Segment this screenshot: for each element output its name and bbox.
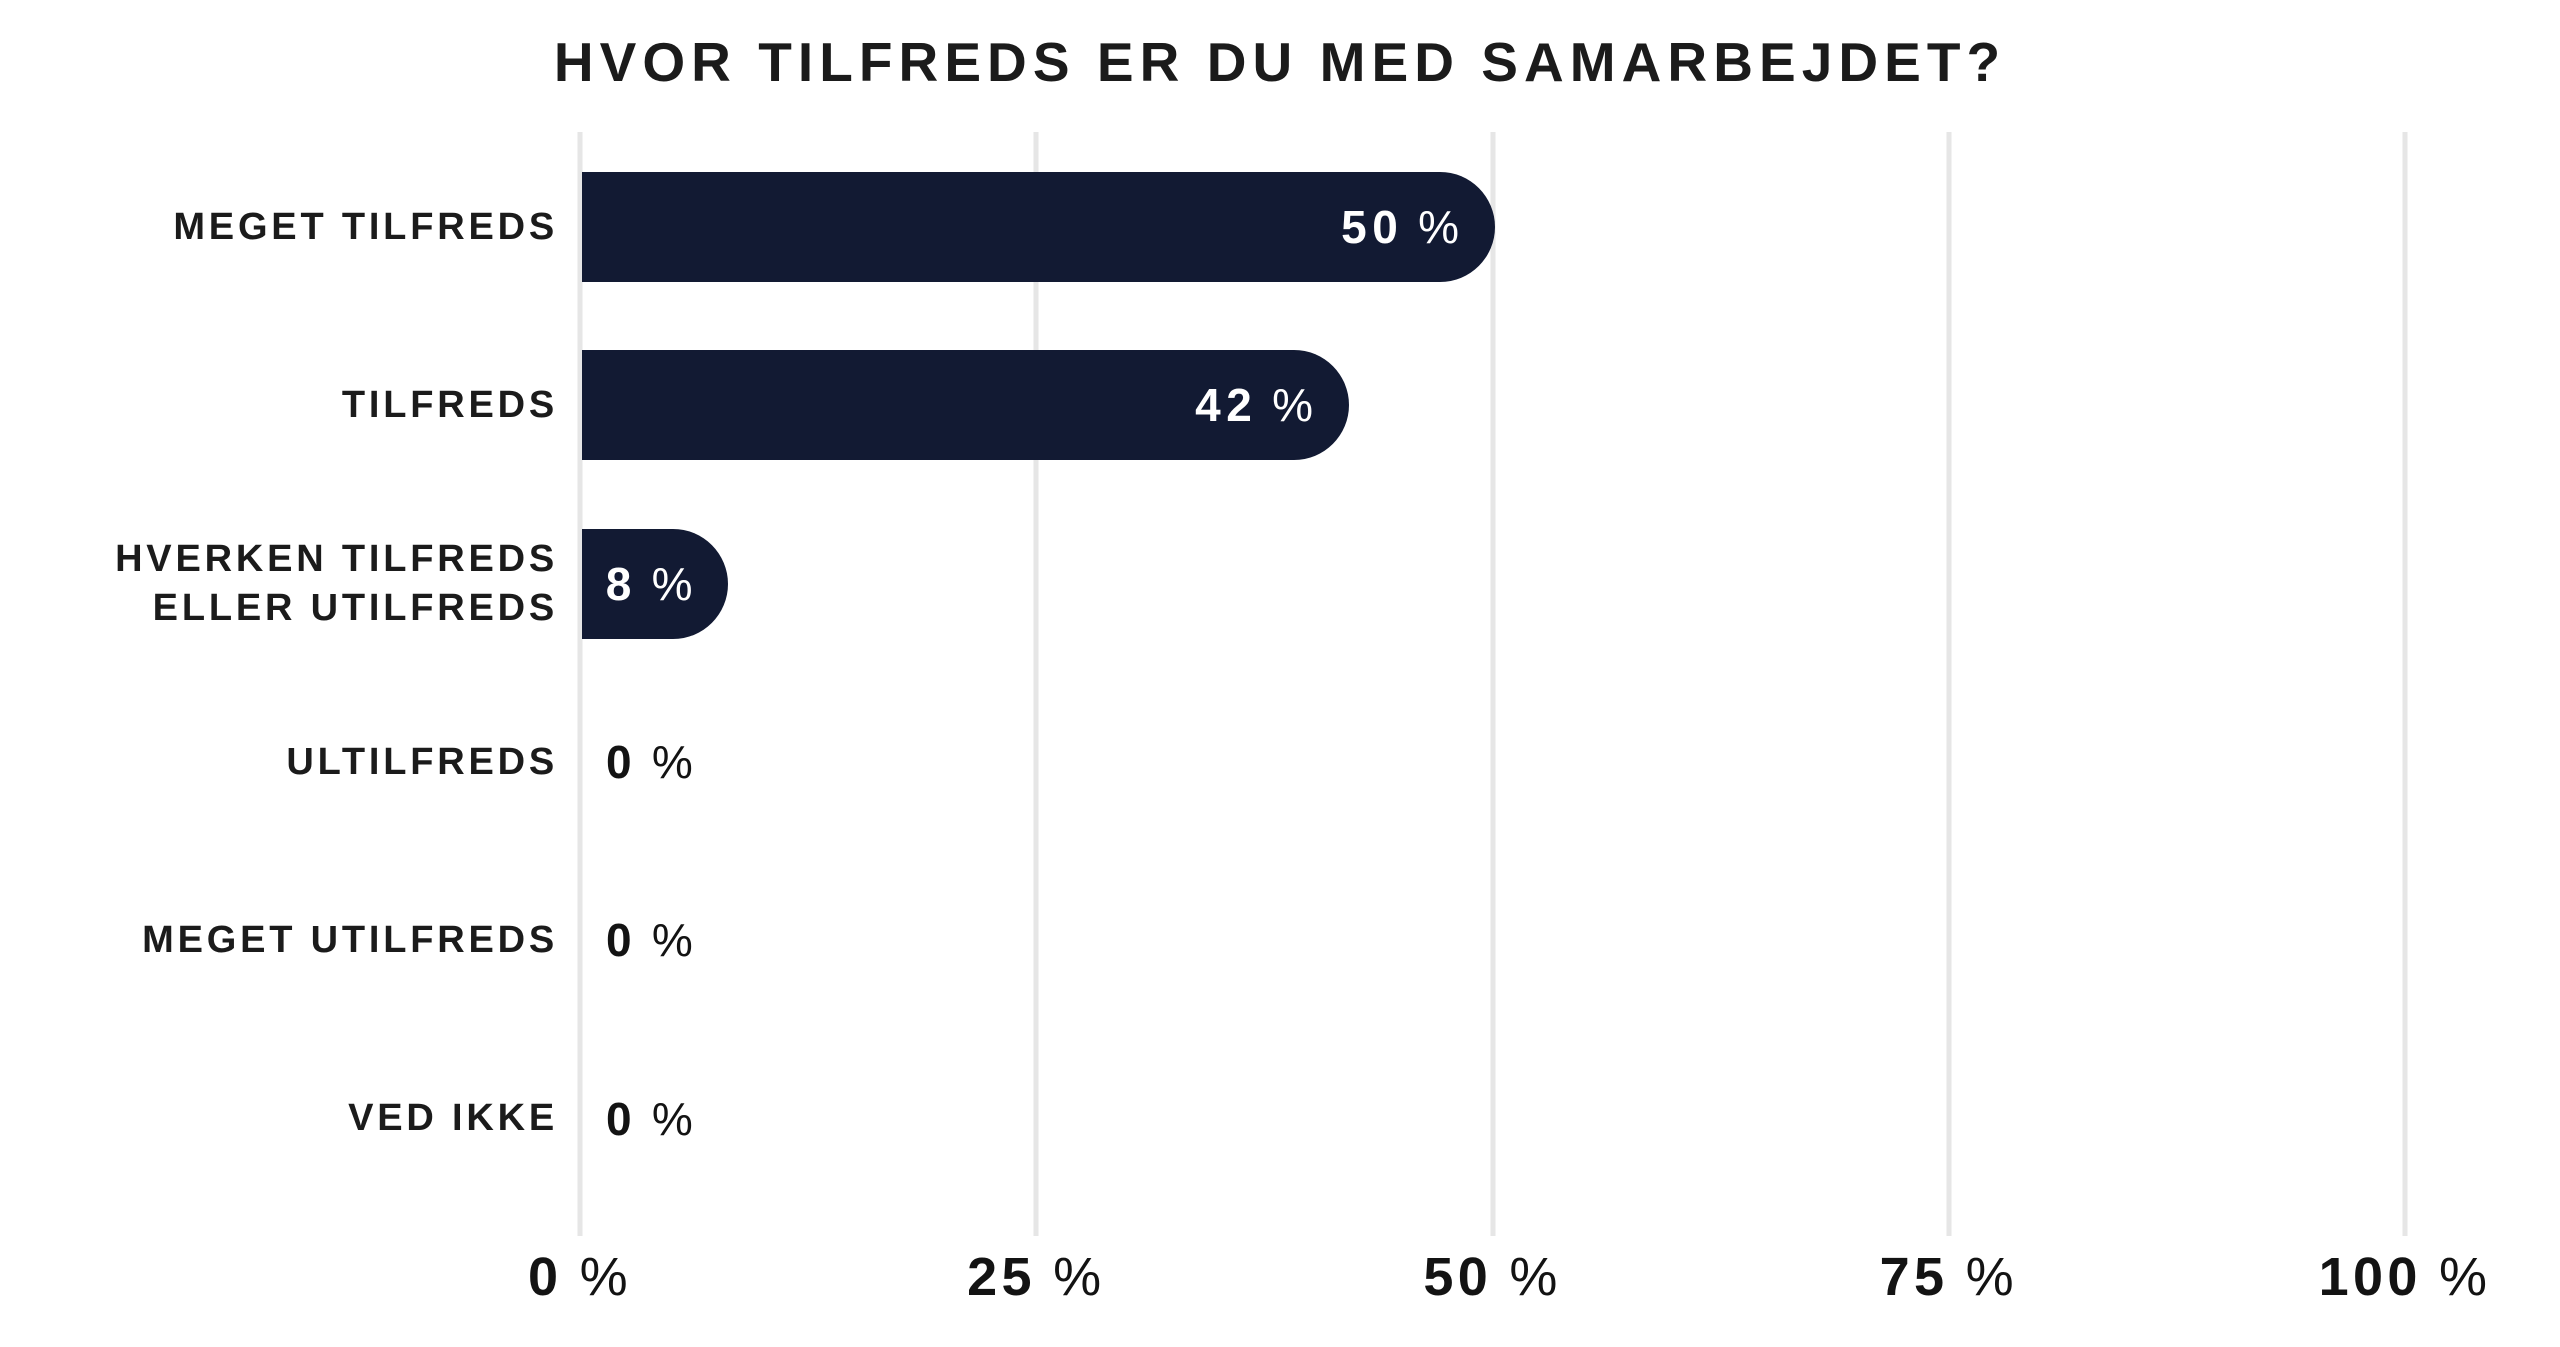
chart-title: HVOR TILFREDS ER DU MED SAMARBEJDET?	[553, 31, 2007, 93]
bar-tilfreds: 42%	[582, 350, 1349, 461]
gridline-25	[1033, 132, 1039, 1236]
gridlines	[577, 132, 2408, 1236]
zero-value-label: 0%	[606, 1092, 698, 1146]
bar-row: 8% 8%	[580, 495, 2405, 673]
tick-number: 75	[1879, 1247, 1949, 1307]
category-label-ultilfreds: ULTILFREDS	[0, 673, 580, 851]
percent-sign: %	[1418, 201, 1465, 254]
zero-value-label: 0%	[606, 735, 698, 789]
bar-value-label: 42%	[1195, 378, 1318, 432]
percent-sign: %	[1272, 379, 1319, 432]
bar-value-number: 8	[605, 557, 637, 610]
bar-value-number: 50	[1341, 201, 1404, 254]
category-label-line: MEGET UTILFREDS	[142, 919, 558, 962]
x-axis-tick-25: 25%	[967, 1250, 1105, 1304]
plot-area: 50% 50% 42% 42% 8% 8% 0% 0% 0% 0%	[580, 138, 2405, 1208]
category-label-line: VED IKKE	[348, 1097, 558, 1140]
gridline-75	[1946, 132, 1952, 1236]
x-axis: 0% 25% 50% 75% 100%	[528, 1250, 2487, 1330]
x-axis-tick-0: 0%	[528, 1250, 632, 1304]
percent-sign: %	[651, 914, 699, 967]
zero-value-label: 0%	[606, 913, 698, 967]
category-label-ved-ikke: VED IKKE	[0, 1030, 580, 1208]
bar-value-number: 0	[606, 914, 638, 967]
category-label-line: TILFREDS	[341, 384, 558, 427]
percent-sign: %	[1509, 1247, 1562, 1307]
bar-value-number: 0	[606, 1092, 638, 1145]
bar-hverken-tilfreds-eller-utilfreds: 8%	[582, 528, 728, 639]
bar-row: 50% 50%	[580, 138, 2405, 316]
x-axis-tick-100: 100%	[2319, 1250, 2492, 1304]
category-labels: MEGET TILFREDS TILFREDS HVERKEN TILFREDS…	[0, 138, 580, 1208]
tick-number: 100	[2318, 1247, 2422, 1307]
bar-row: 0% 0%	[580, 673, 2405, 851]
percent-sign: %	[1965, 1247, 2018, 1307]
bar-meget-tilfreds: 50%	[582, 172, 1495, 283]
category-label-line: MEGET TILFREDS	[173, 205, 558, 248]
category-label-line: HVERKEN TILFREDS	[115, 538, 558, 581]
bar-value-number: 0	[606, 736, 638, 789]
gridline-50	[1490, 132, 1495, 1236]
category-label-hverken-tilfreds-eller-utilfreds: HVERKEN TILFREDS ELLER UTILFREDS	[0, 495, 580, 673]
category-label-meget-utilfreds: MEGET UTILFREDS	[0, 851, 580, 1029]
tick-number: 50	[1423, 1247, 1493, 1307]
percent-sign: %	[2438, 1247, 2492, 1307]
category-label-line: ULTILFREDS	[286, 740, 558, 783]
tick-number: 0	[528, 1247, 563, 1307]
percent-sign: %	[651, 1092, 699, 1145]
bar-value-label: 8%	[606, 557, 698, 611]
bar-value-label: 50%	[1341, 200, 1464, 254]
bar-row: 0% 0%	[580, 851, 2405, 1029]
category-label-line: ELLER UTILFREDS	[152, 586, 558, 629]
x-axis-tick-75: 75%	[1880, 1250, 2018, 1304]
percent-sign: %	[579, 1247, 632, 1307]
percent-sign: %	[1053, 1247, 1106, 1307]
percent-sign: %	[651, 557, 698, 610]
bar-value-number: 42	[1195, 379, 1258, 432]
percent-sign: %	[651, 736, 699, 789]
gridline-100	[2402, 132, 2408, 1236]
category-label-tilfreds: TILFREDS	[0, 316, 580, 494]
bar-row: 0% 0%	[580, 1030, 2405, 1208]
x-axis-tick-50: 50%	[1423, 1250, 1561, 1304]
gridline-0	[577, 132, 583, 1236]
category-label-meget-tilfreds: MEGET TILFREDS	[0, 138, 580, 316]
bar-row: 42% 42%	[580, 316, 2405, 494]
tick-number: 25	[967, 1247, 1036, 1307]
